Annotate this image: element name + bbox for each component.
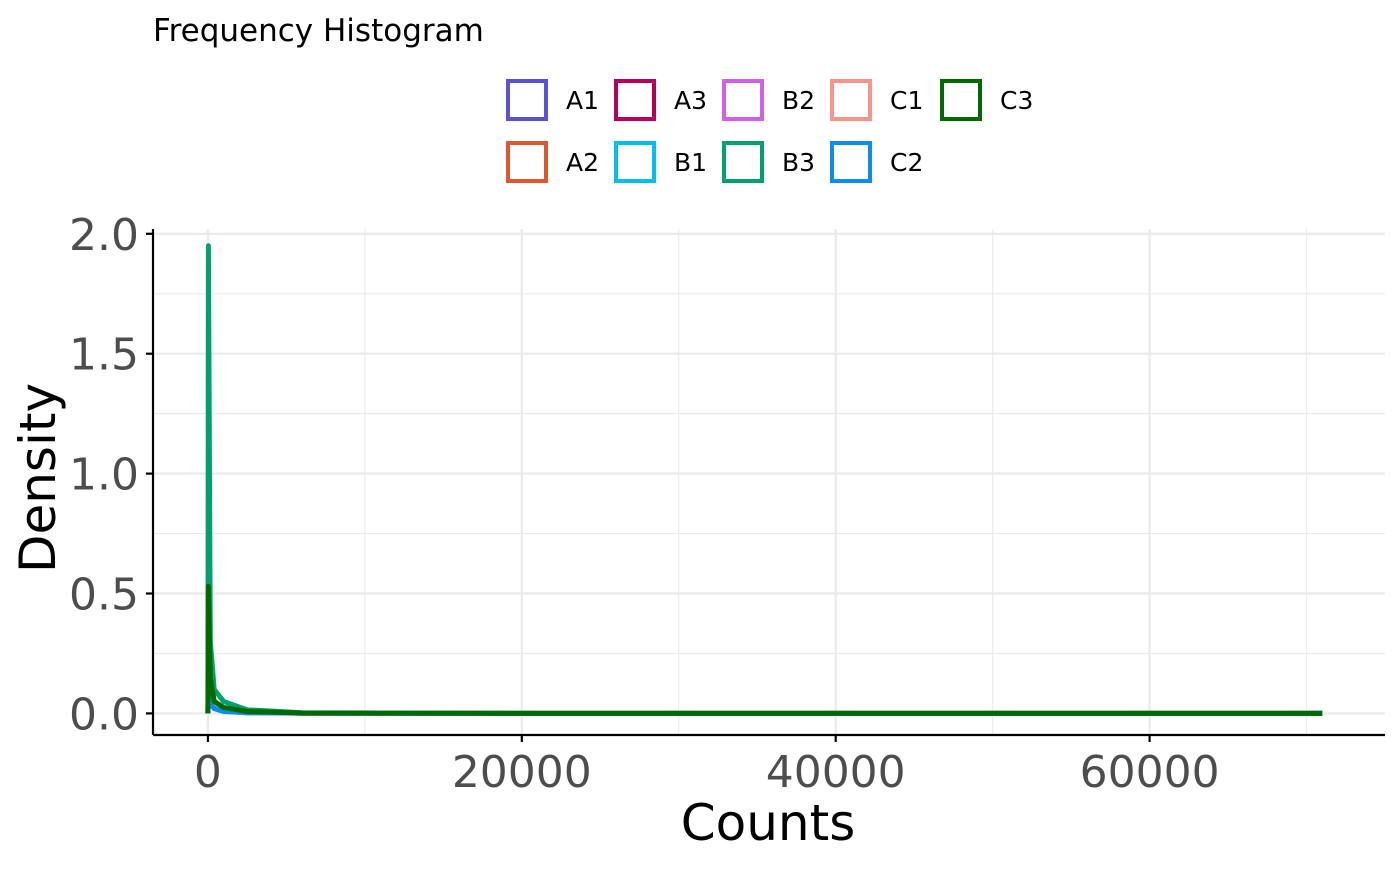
y-tick-label: 1.0 <box>69 450 139 501</box>
x-tick-label: 40000 <box>766 747 906 798</box>
legend: A1 A3 B2 C1 C3 A2 B1 B3 C2 <box>506 79 1033 183</box>
legend-label-a1: A1 <box>566 86 599 115</box>
series-line-c1 <box>205 686 1323 716</box>
legend-label-c3: C3 <box>1000 86 1033 115</box>
series-lines <box>205 243 1323 716</box>
y-tick-label: 1.5 <box>69 330 139 381</box>
legend-key-c2 <box>830 141 872 183</box>
legend-label-c1: C1 <box>890 86 923 115</box>
legend-key-b2 <box>722 79 764 121</box>
tick-labels: 0 20000 40000 60000 0.0 0.5 1.0 1.5 2.0 <box>69 210 1220 798</box>
chart-title: Frequency Histogram <box>153 13 484 49</box>
series-line-c3 <box>205 583 1323 716</box>
legend-label-a2: A2 <box>566 148 599 177</box>
x-tick-label: 20000 <box>452 747 592 798</box>
series-line-a3 <box>205 622 1323 716</box>
series-line-c2 <box>205 686 1323 716</box>
y-axis-label: Density <box>9 383 67 573</box>
x-tick-label: 0 <box>194 747 222 798</box>
series-line-b1 <box>205 686 1323 716</box>
y-tick-label: 2.0 <box>69 210 139 261</box>
series-line-a2 <box>205 674 1323 716</box>
series-line-b3 <box>205 243 1323 716</box>
legend-key-b3 <box>722 141 764 183</box>
legend-label-a3: A3 <box>674 86 707 115</box>
x-axis-label: Counts <box>681 794 856 852</box>
y-tick-label: 0.5 <box>69 570 139 621</box>
axes <box>151 229 1385 737</box>
legend-key-c3 <box>940 79 982 121</box>
series-line-a1 <box>205 682 1323 716</box>
legend-key-a2 <box>506 141 548 183</box>
legend-key-a3 <box>614 79 656 121</box>
legend-label-c2: C2 <box>890 148 923 177</box>
legend-key-a1 <box>506 79 548 121</box>
y-tick-label: 0.0 <box>69 689 139 740</box>
legend-label-b2: B2 <box>782 86 815 115</box>
series-line-b2 <box>205 674 1323 716</box>
legend-key-b1 <box>614 141 656 183</box>
legend-key-c1 <box>830 79 872 121</box>
legend-label-b1: B1 <box>674 148 707 177</box>
x-tick-label: 60000 <box>1080 747 1220 798</box>
grid <box>153 229 1385 735</box>
legend-label-b3: B3 <box>782 148 815 177</box>
